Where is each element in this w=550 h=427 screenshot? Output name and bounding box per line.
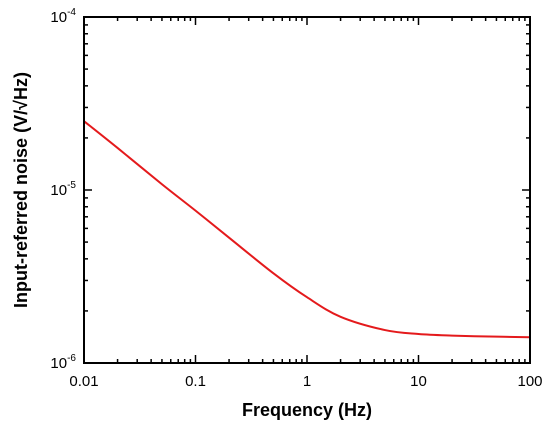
y-tick-base: 10: [50, 9, 67, 26]
y-tick-exponent: -5: [67, 180, 76, 191]
y-axis-title: Input-referred noise (V/√Hz): [11, 72, 31, 308]
x-tick-label: 10: [410, 373, 427, 390]
plot-frame: [83, 16, 531, 364]
y-tick-label: 10-4: [50, 7, 76, 26]
x-tick-label: 100: [517, 373, 542, 390]
ticks-layer: [83, 16, 531, 364]
y-tick-exponent: -6: [67, 353, 76, 364]
series-layer: [83, 120, 531, 339]
x-axis-title: Frequency (Hz): [242, 400, 372, 420]
y-tick-base: 10: [50, 355, 67, 372]
x-tick-label: 0.1: [185, 373, 206, 390]
y-tick-base: 10: [50, 182, 67, 199]
x-tick-label: 1: [303, 373, 311, 390]
y-tick-label: 10-5: [50, 180, 76, 199]
x-tick-label: 0.01: [69, 373, 98, 390]
y-tick-exponent: -4: [67, 7, 76, 18]
y-tick-label: 10-6: [50, 353, 76, 372]
noise-series-line: [83, 120, 531, 339]
